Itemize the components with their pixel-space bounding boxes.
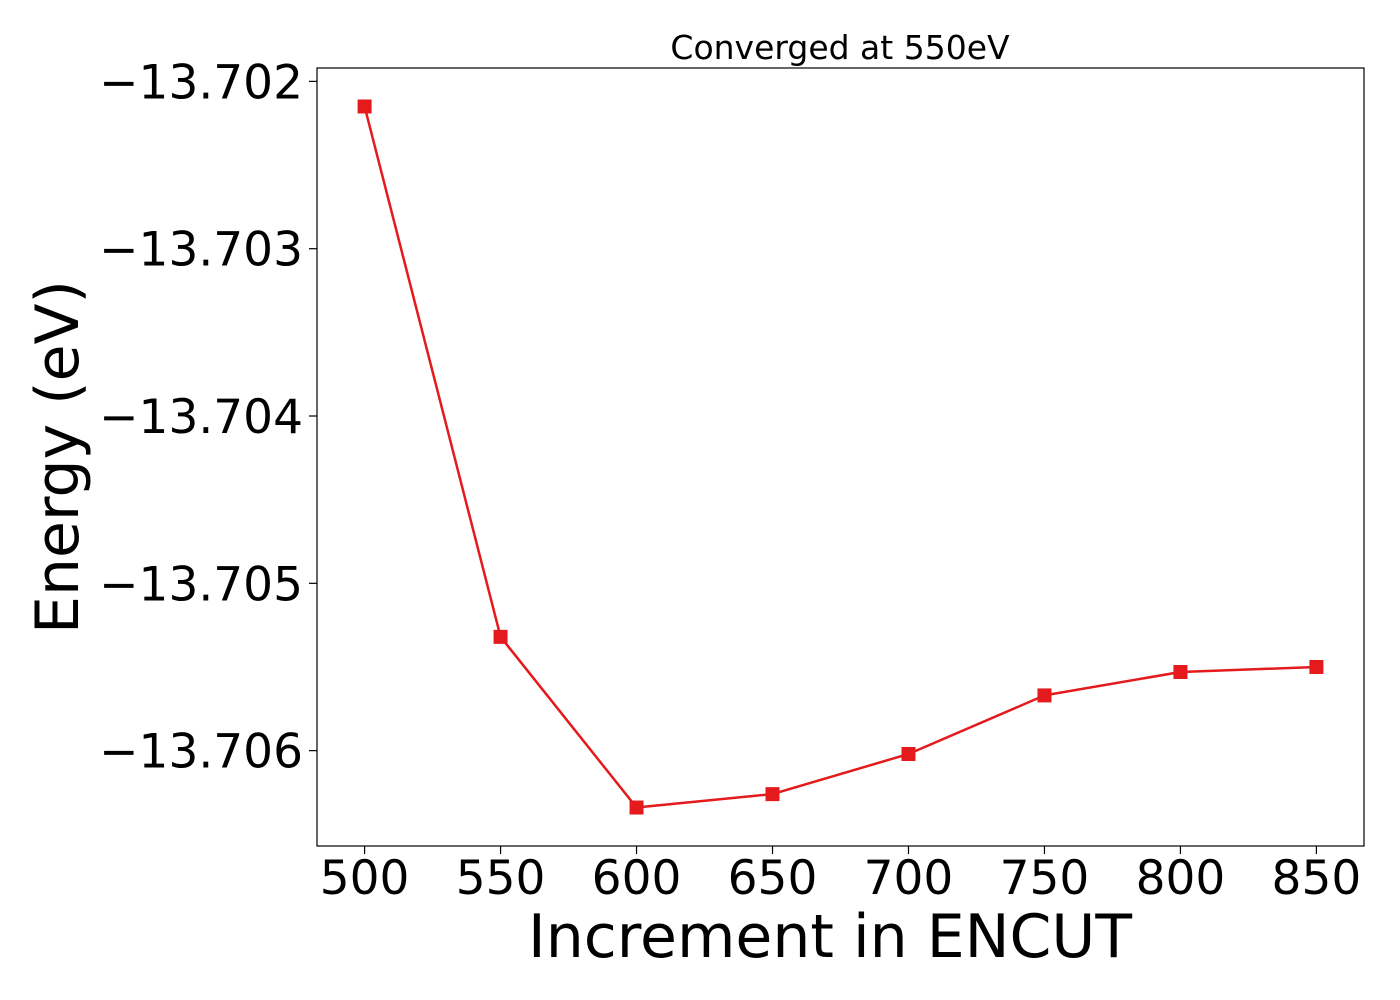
x-tick-label: 800 (1136, 851, 1226, 906)
plot-area-frame (316, 67, 1365, 847)
data-point-marker (629, 800, 644, 815)
x-tick-label: 500 (320, 851, 410, 906)
chart-title: Converged at 550eV (670, 28, 1010, 67)
data-point-marker (1037, 688, 1052, 703)
data-point-marker (765, 787, 780, 802)
x-tick-label: 650 (728, 851, 818, 906)
y-tick-label: −13.703 (99, 223, 303, 278)
y-tick-label: −13.705 (99, 557, 303, 612)
y-tick-label: −13.702 (99, 55, 303, 110)
data-point-marker (357, 99, 372, 114)
x-tick-label: 700 (864, 851, 954, 906)
y-tick-label: −13.704 (99, 390, 303, 445)
series-layer (357, 99, 1324, 815)
data-point-marker (493, 629, 508, 644)
y-axis-label: Energy (eV) (23, 280, 93, 634)
data-point-marker (1173, 664, 1188, 679)
y-axis-ticks: −13.702 −13.703 −13.704 −13.705 −13.706 (99, 55, 317, 780)
x-tick-label: 850 (1272, 851, 1362, 906)
y-tick-label: −13.706 (99, 725, 303, 780)
x-axis-ticks: 500 550 600 650 700 750 800 850 (320, 846, 1362, 906)
series-line (363, 106, 1317, 809)
x-axis-label: Increment in ENCUT (528, 902, 1132, 972)
x-tick-label: 600 (592, 851, 682, 906)
data-point-marker (1309, 659, 1324, 674)
x-tick-label: 750 (1000, 851, 1090, 906)
data-point-marker (901, 746, 916, 761)
x-tick-label: 550 (456, 851, 546, 906)
